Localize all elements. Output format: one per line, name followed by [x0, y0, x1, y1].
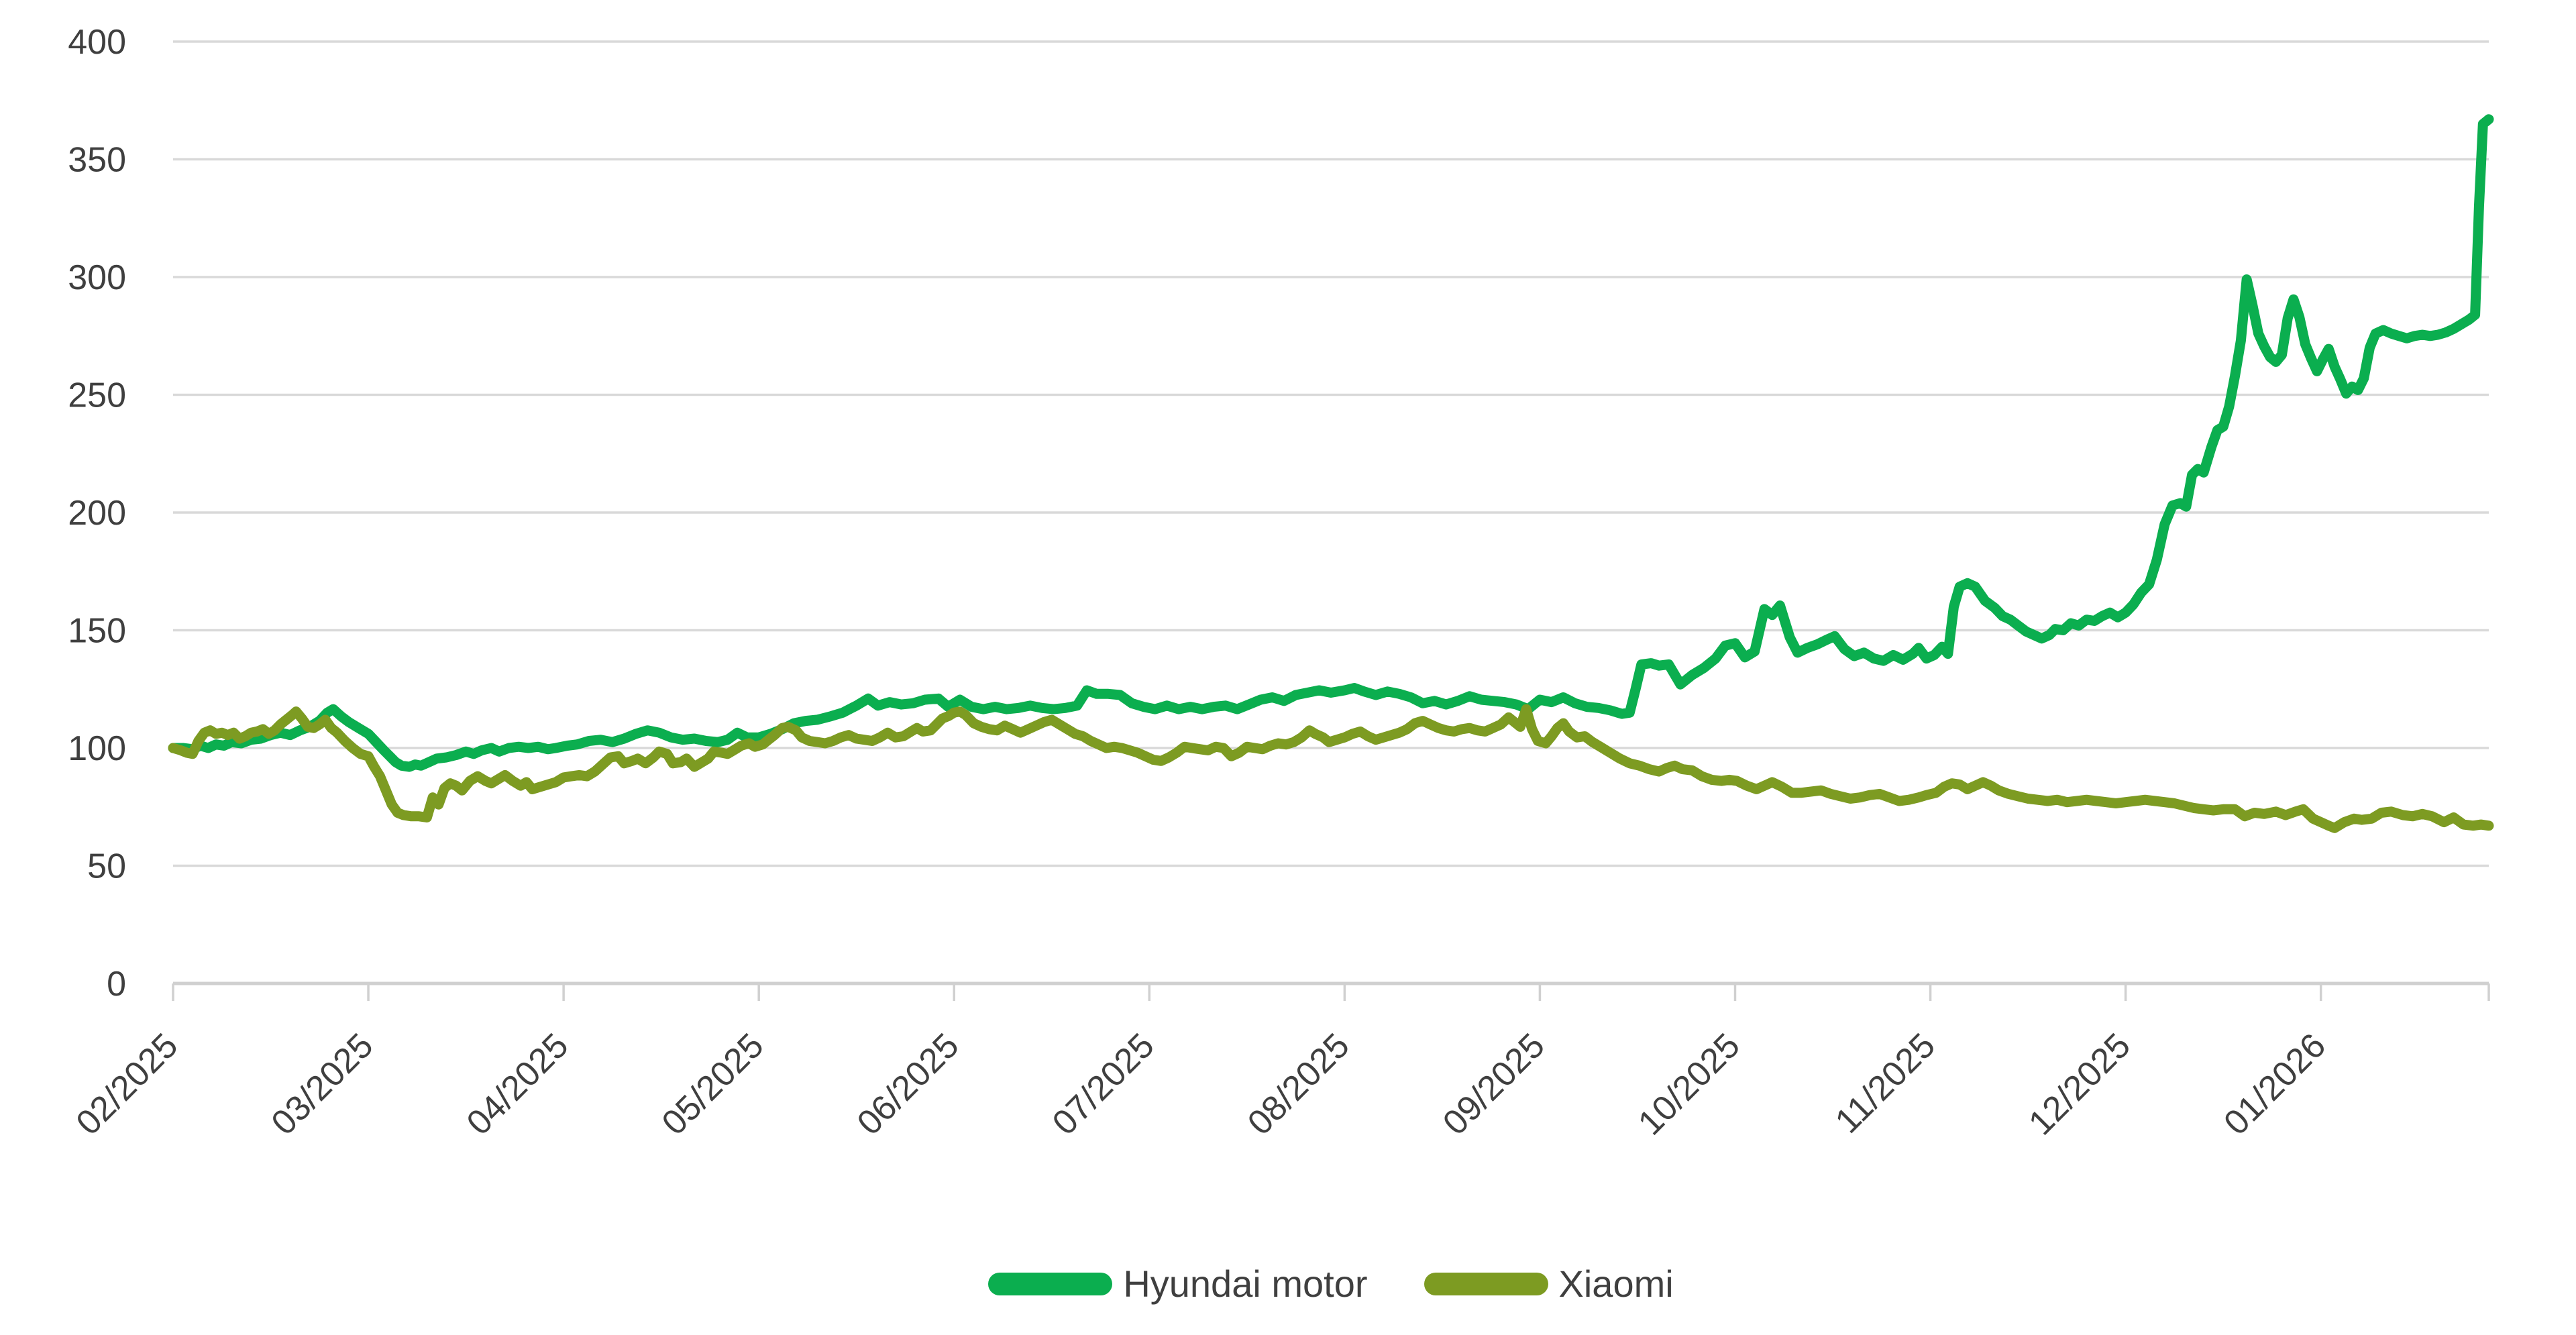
x-tick-label: 10/2025 [1631, 1026, 1748, 1142]
xiaomi-line-swatch [1424, 1273, 1548, 1295]
hyundai-motor-series-line [168, 114, 2494, 772]
legend-item-hyundai-motor: Hyundai motor [988, 1263, 1368, 1305]
legend-label-xiaomi: Xiaomi [1558, 1263, 1674, 1305]
x-tick-label: 06/2025 [850, 1026, 967, 1142]
y-tick-label: 250 [68, 376, 126, 415]
x-tick-label: 03/2025 [264, 1026, 381, 1142]
hyundai-motor-line-swatch [988, 1273, 1113, 1295]
x-tick-label: 01/2026 [2216, 1026, 2333, 1142]
x-tick-label: 05/2025 [655, 1026, 771, 1142]
legend: Hyundai motor Xiaomi [173, 1265, 2489, 1303]
y-tick-label: 350 [68, 141, 126, 180]
y-tick-label: 0 [107, 965, 126, 1004]
x-tick-label: 07/2025 [1045, 1026, 1162, 1142]
legend-label-hyundai-motor: Hyundai motor [1123, 1263, 1368, 1305]
x-tick-label: 11/2025 [1828, 1026, 1943, 1140]
y-tick-label: 50 [87, 847, 126, 886]
x-tick-label: 02/2025 [69, 1026, 186, 1142]
y-tick-label: 100 [68, 729, 126, 768]
x-tick-label: 04/2025 [460, 1026, 576, 1142]
xiaomi-series-line [168, 704, 2494, 833]
y-tick-label: 200 [68, 494, 126, 533]
legend-item-xiaomi: Xiaomi [1424, 1265, 1674, 1303]
x-tick-label: 09/2025 [1436, 1026, 1552, 1142]
x-tick-label: 12/2025 [2021, 1026, 2138, 1142]
y-tick-label: 300 [68, 258, 126, 297]
y-tick-label: 150 [68, 612, 126, 651]
x-tick-label: 08/2025 [1240, 1026, 1357, 1142]
y-tick-label: 400 [68, 23, 126, 62]
